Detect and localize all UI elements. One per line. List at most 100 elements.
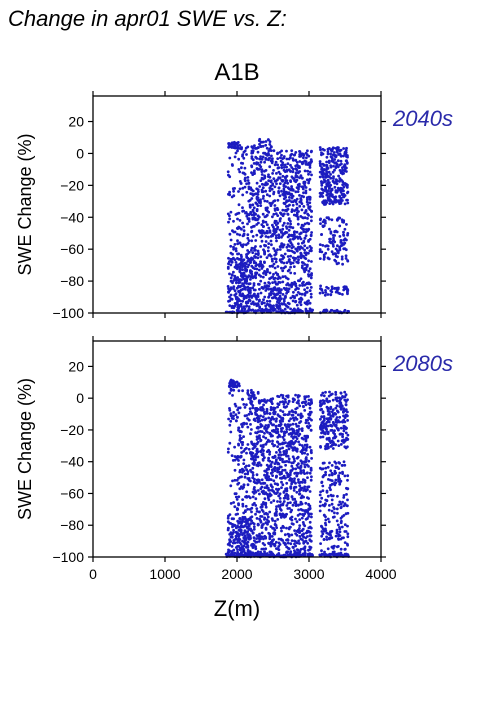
- data-point: [302, 153, 305, 157]
- data-point: [305, 395, 308, 399]
- data-point: [278, 543, 282, 546]
- data-point: [309, 292, 313, 296]
- data-point: [306, 476, 309, 479]
- data-point: [305, 458, 308, 461]
- data-point: [276, 435, 280, 439]
- data-point: [232, 528, 236, 532]
- data-point: [280, 266, 283, 270]
- data-point: [327, 520, 331, 524]
- data-point: [324, 179, 327, 183]
- data-point: [255, 209, 259, 213]
- data-point: [232, 287, 235, 291]
- data-point: [252, 522, 256, 526]
- data-point: [294, 517, 297, 521]
- data-point: [346, 535, 350, 539]
- data-point: [232, 382, 236, 386]
- data-point: [261, 275, 265, 279]
- data-point: [262, 140, 265, 144]
- data-point: [343, 463, 347, 467]
- data-point: [234, 292, 238, 296]
- data-point: [242, 243, 246, 247]
- data-point: [258, 540, 261, 543]
- data-point: [297, 187, 300, 191]
- data-point: [234, 404, 238, 408]
- data-point: [292, 457, 296, 461]
- data-point: [300, 292, 304, 296]
- data-point: [329, 183, 333, 187]
- data-point: [284, 441, 287, 444]
- data-point: [229, 502, 233, 505]
- data-point: [299, 420, 303, 423]
- data-point: [281, 178, 285, 182]
- data-point: [299, 198, 303, 202]
- data-point: [237, 190, 240, 193]
- data-point: [323, 219, 327, 223]
- data-point: [318, 504, 322, 508]
- data-point: [264, 505, 268, 509]
- data-point: [256, 450, 260, 454]
- data-point: [256, 161, 260, 165]
- data-point: [291, 194, 295, 198]
- data-point: [291, 203, 295, 207]
- data-point: [242, 458, 246, 462]
- data-point: [268, 452, 271, 456]
- data-point: [333, 429, 336, 433]
- data-point: [262, 435, 265, 439]
- data-point: [291, 522, 295, 526]
- data-point: [308, 196, 312, 200]
- data-point: [272, 417, 276, 421]
- data-point: [241, 268, 245, 272]
- data-point: [290, 281, 294, 285]
- data-point: [270, 264, 274, 268]
- data-point: [231, 281, 234, 285]
- data-point: [281, 416, 285, 420]
- data-point: [260, 168, 264, 172]
- data-point: [333, 240, 337, 244]
- data-point: [250, 165, 254, 169]
- data-point: [234, 492, 238, 495]
- data-point: [291, 157, 295, 161]
- data-point: [232, 517, 236, 521]
- data-point: [245, 282, 248, 285]
- data-point: [300, 444, 304, 447]
- data-point: [344, 530, 348, 533]
- data-point: [319, 500, 322, 504]
- data-point: [290, 185, 293, 188]
- data-point: [323, 417, 326, 420]
- data-point: [334, 406, 338, 410]
- data-point: [326, 406, 330, 410]
- data-point: [338, 292, 342, 295]
- data-point: [281, 446, 284, 450]
- data-point: [328, 504, 331, 507]
- data-point: [246, 389, 250, 393]
- data-point: [278, 447, 282, 451]
- data-point: [267, 475, 271, 479]
- data-point: [321, 391, 325, 395]
- data-point: [287, 419, 291, 423]
- data-point: [287, 412, 291, 416]
- data-point: [334, 259, 338, 263]
- x-tick-label: 4000: [365, 566, 396, 582]
- data-point: [279, 442, 282, 446]
- data-point: [241, 186, 245, 190]
- data-point: [245, 296, 248, 300]
- data-point: [285, 512, 288, 516]
- data-point: [273, 207, 277, 211]
- data-point: [250, 239, 254, 243]
- data-point: [263, 486, 267, 489]
- data-point: [230, 545, 234, 548]
- data-point: [299, 469, 303, 472]
- data-point: [339, 426, 343, 430]
- data-point: [286, 497, 290, 501]
- data-point: [285, 287, 288, 290]
- data-point: [287, 287, 291, 291]
- data-point: [238, 487, 242, 491]
- data-point: [309, 468, 313, 472]
- data-point: [242, 225, 246, 229]
- data-point: [285, 157, 289, 161]
- data-point: [329, 231, 333, 235]
- data-point: [298, 170, 302, 173]
- data-point: [332, 177, 335, 180]
- data-point: [338, 534, 342, 537]
